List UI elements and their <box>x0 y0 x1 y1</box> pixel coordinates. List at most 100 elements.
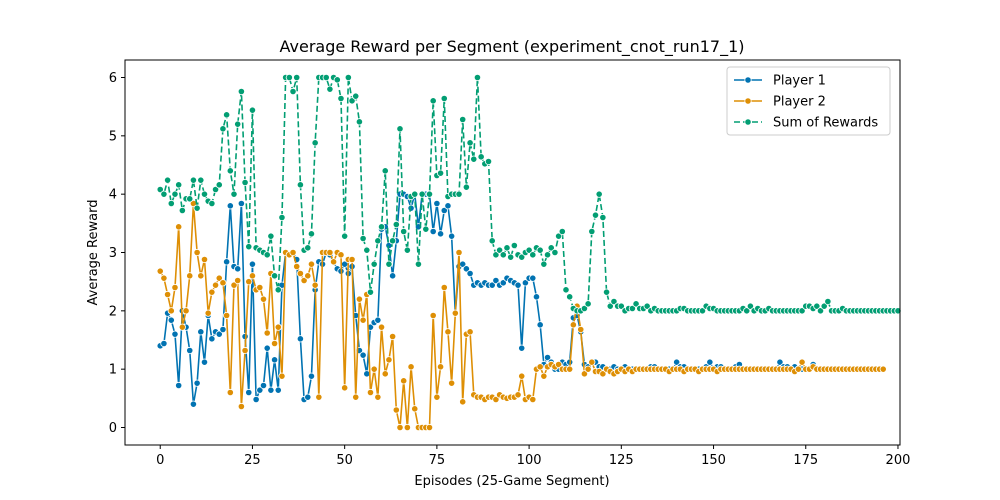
data-point <box>418 190 426 198</box>
data-point <box>569 321 577 329</box>
x-tick-label: 50 <box>336 453 353 468</box>
data-point <box>370 260 378 268</box>
data-point <box>377 323 386 331</box>
data-point <box>200 190 209 198</box>
data-point <box>230 281 238 289</box>
series-2 <box>156 199 887 432</box>
y-axis: 0 1 2 3 4 5 6 <box>109 71 125 436</box>
data-point <box>211 281 220 289</box>
data-point <box>223 258 231 266</box>
data-point <box>259 381 268 390</box>
data-point <box>602 288 611 296</box>
series-layer <box>156 73 902 432</box>
data-point <box>245 243 253 251</box>
data-point <box>215 181 223 189</box>
data-point <box>403 423 411 432</box>
data-point <box>392 220 400 229</box>
data-point <box>514 281 522 289</box>
data-point <box>370 365 378 373</box>
data-point <box>256 283 264 292</box>
data-point <box>551 248 559 257</box>
data-point <box>326 248 334 257</box>
data-point <box>455 190 463 198</box>
x-tick-label: 75 <box>429 453 446 468</box>
data-point <box>440 283 448 292</box>
data-point <box>311 139 319 147</box>
data-point <box>307 260 316 268</box>
data-point <box>252 395 260 404</box>
data-point <box>267 386 275 394</box>
data-point <box>377 223 386 231</box>
data-point <box>577 325 585 334</box>
x-tick-label: 150 <box>701 453 726 468</box>
data-point <box>230 190 238 198</box>
data-point <box>259 295 268 303</box>
data-point <box>263 344 271 352</box>
data-point <box>433 393 441 401</box>
data-point <box>344 73 352 82</box>
data-point <box>566 293 574 301</box>
data-point <box>248 106 257 114</box>
data-point <box>211 185 220 194</box>
data-point <box>164 290 172 299</box>
data-point <box>215 330 223 338</box>
data-point <box>223 111 231 119</box>
data-point <box>156 185 164 194</box>
data-point <box>543 251 552 259</box>
data-point <box>448 232 456 240</box>
data-point <box>189 400 198 408</box>
data-point <box>599 213 607 222</box>
y-tick-label: 0 <box>109 421 117 436</box>
data-point <box>518 253 526 261</box>
data-point <box>296 269 304 278</box>
data-point <box>436 363 445 371</box>
legend-marker <box>744 76 752 84</box>
data-point <box>304 272 312 280</box>
data-point <box>374 393 382 401</box>
data-point <box>599 370 607 378</box>
data-point <box>363 246 371 254</box>
data-point <box>197 176 205 184</box>
data-point <box>540 260 548 268</box>
data-point <box>462 265 470 273</box>
data-point <box>444 202 452 210</box>
data-point <box>355 295 364 303</box>
data-point <box>348 255 356 264</box>
data-point <box>256 386 264 394</box>
data-point <box>263 329 271 337</box>
data-point <box>429 97 437 105</box>
data-point <box>175 381 183 390</box>
data-point <box>171 283 179 292</box>
data-point <box>296 181 304 189</box>
data-point <box>514 391 522 399</box>
data-point <box>610 297 618 306</box>
data-point <box>466 269 474 278</box>
data-point <box>617 302 625 310</box>
data-point <box>591 211 600 219</box>
x-tick-label: 125 <box>609 453 634 468</box>
data-point <box>241 346 249 355</box>
data-point <box>333 76 341 84</box>
legend-entry: Player 2 <box>734 95 826 110</box>
data-point <box>175 223 183 231</box>
data-point <box>307 372 316 380</box>
data-point <box>234 265 242 273</box>
data-point <box>374 316 382 324</box>
data-point <box>529 395 537 404</box>
data-point <box>555 232 563 240</box>
legend-label: Sum of Rewards <box>773 116 878 131</box>
data-point <box>392 406 400 414</box>
data-point <box>304 393 312 401</box>
x-tick-label: 25 <box>244 453 261 468</box>
data-point <box>245 388 253 397</box>
data-point <box>429 311 437 320</box>
data-point <box>189 176 198 184</box>
data-point <box>495 246 504 254</box>
data-point <box>816 307 825 315</box>
data-point <box>219 279 227 287</box>
data-point <box>270 272 279 280</box>
data-point <box>208 288 216 296</box>
data-point <box>193 379 201 387</box>
data-point <box>580 370 589 378</box>
